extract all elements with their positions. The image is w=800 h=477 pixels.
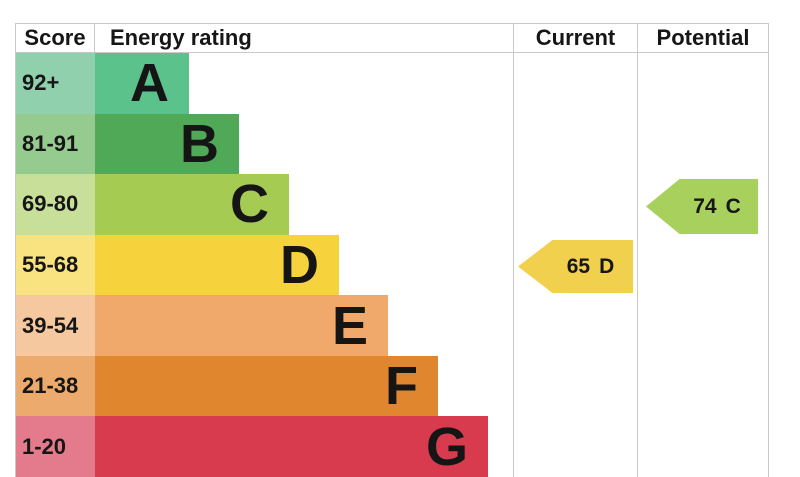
score-range: 21-38: [16, 355, 95, 417]
band-row-e: 39-54 E: [16, 295, 768, 356]
band-row-g: 1-20 G: [16, 416, 768, 477]
band-bar-c: C: [95, 174, 289, 235]
band-row-c: 69-80 C: [16, 174, 768, 235]
band-row-f: 21-38 F: [16, 355, 768, 417]
table-header: Score Energy rating Current Potential: [16, 24, 768, 53]
band-bar-b: B: [95, 113, 239, 175]
band-bar-f: F: [95, 355, 438, 417]
current-column-divider: [513, 53, 514, 477]
current-rating-value: 65: [566, 254, 591, 278]
band-row-d: 55-68 D: [16, 234, 768, 296]
band-bar-a: A: [95, 53, 189, 114]
score-range: 81-91: [16, 113, 95, 175]
header-score: Score: [16, 24, 95, 52]
band-bar-g: G: [95, 416, 488, 477]
potential-rating-value: 74: [693, 194, 717, 218]
score-range: 39-54: [16, 295, 95, 356]
epc-table: Score Energy rating Current Potential 92…: [15, 23, 769, 477]
score-range: 69-80: [16, 174, 95, 235]
header-potential: Potential: [656, 25, 750, 50]
band-bar-e: E: [95, 295, 388, 356]
score-range: 92+: [16, 53, 95, 114]
header-current: Current: [514, 24, 638, 52]
band-row-a: 92+ A: [16, 53, 768, 114]
header-energy-rating: Energy rating: [95, 24, 514, 52]
band-rows: 92+ A 81-91 B 69-80 C 55-68 D 39-54 E 21…: [16, 53, 768, 477]
potential-rating-band: C: [725, 194, 741, 218]
potential-rating-arrow: 74 C: [646, 179, 758, 234]
potential-column-divider: [637, 53, 638, 477]
score-range: 1-20: [16, 416, 95, 477]
current-rating-band: D: [599, 254, 615, 278]
band-bar-d: D: [95, 234, 339, 296]
band-row-b: 81-91 B: [16, 113, 768, 175]
score-range: 55-68: [16, 234, 95, 296]
